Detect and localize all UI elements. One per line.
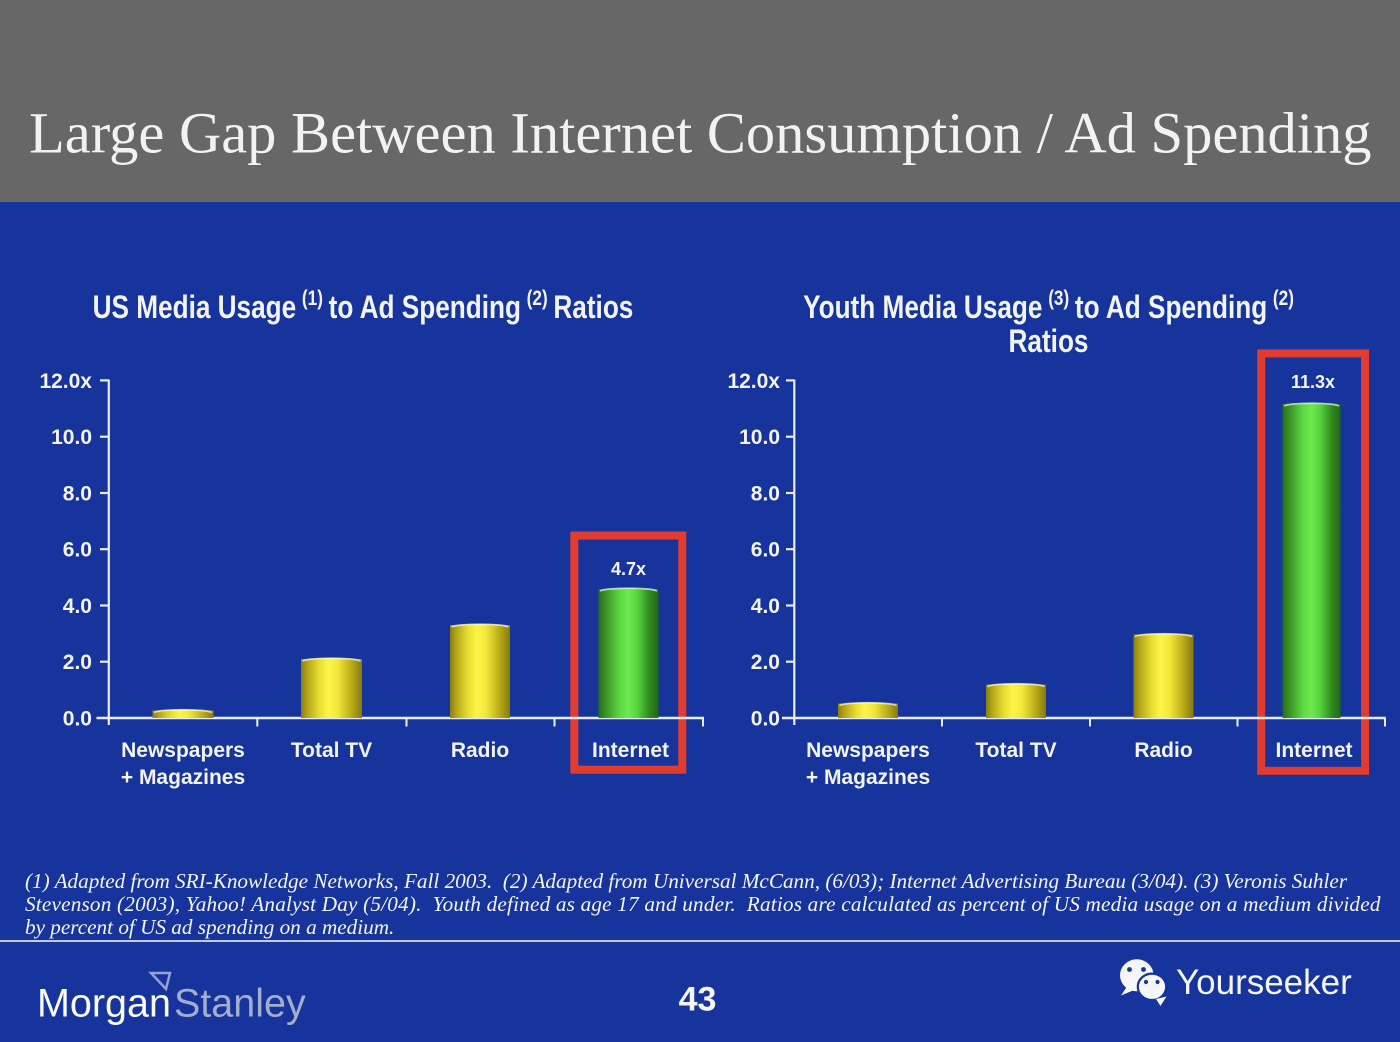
svg-text:11.3x: 11.3x [1291, 372, 1335, 392]
svg-text:8.0: 8.0 [63, 483, 92, 506]
svg-text:Newspapers: Newspapers [806, 739, 930, 762]
svg-text:8.0: 8.0 [751, 483, 780, 506]
svg-text:10.0: 10.0 [739, 426, 780, 449]
svg-text:Radio: Radio [1134, 739, 1192, 762]
svg-text:6.0: 6.0 [751, 539, 780, 562]
svg-text:+ Magazines: + Magazines [806, 766, 930, 789]
svg-text:Internet: Internet [1275, 739, 1352, 762]
svg-text:Youth Media Usage(3)to Ad Spen: Youth Media Usage (3) to Ad Spending (2) [803, 287, 1294, 325]
svg-text:MorganStanley: MorganStanley [37, 981, 306, 1025]
svg-text:6.0: 6.0 [63, 539, 92, 562]
svg-text:Internet: Internet [592, 739, 669, 762]
svg-text:12.0x: 12.0x [39, 370, 92, 393]
svg-text:12.0x: 12.0x [727, 370, 780, 393]
svg-text:Yourseeker: Yourseeker [1176, 963, 1352, 1002]
svg-text:4.7x: 4.7x [611, 559, 646, 579]
svg-text:Radio: Radio [451, 739, 509, 762]
svg-text:0.0: 0.0 [63, 708, 92, 731]
svg-text:2.0: 2.0 [751, 651, 780, 674]
svg-text:0.0: 0.0 [751, 708, 780, 731]
svg-text:+ Magazines: + Magazines [121, 766, 245, 789]
svg-text:4.0: 4.0 [751, 595, 780, 618]
svg-text:2.0: 2.0 [63, 651, 92, 674]
svg-text:4.0: 4.0 [63, 595, 92, 618]
svg-text:Newspapers: Newspapers [121, 739, 245, 762]
svg-text:US Media Usage(1)to Ad Spendin: US Media Usage (1) to Ad Spending (2) Ratios [93, 287, 634, 325]
svg-text:Total TV: Total TV [975, 739, 1056, 762]
svg-text:Ratios: Ratios [1009, 325, 1089, 360]
svg-text:43: 43 [679, 981, 717, 1019]
svg-text:Total TV: Total TV [291, 739, 372, 762]
svg-text:Large Gap Between Internet Con: Large Gap Between Internet Consumption /… [29, 100, 1372, 165]
svg-text:10.0: 10.0 [51, 426, 92, 449]
